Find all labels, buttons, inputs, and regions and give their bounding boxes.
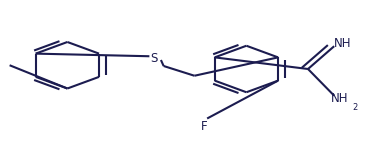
Text: NH: NH [331, 93, 348, 105]
Text: NH: NH [334, 37, 352, 50]
Text: F: F [201, 120, 208, 133]
Text: 2: 2 [352, 103, 358, 112]
Text: S: S [150, 52, 158, 65]
